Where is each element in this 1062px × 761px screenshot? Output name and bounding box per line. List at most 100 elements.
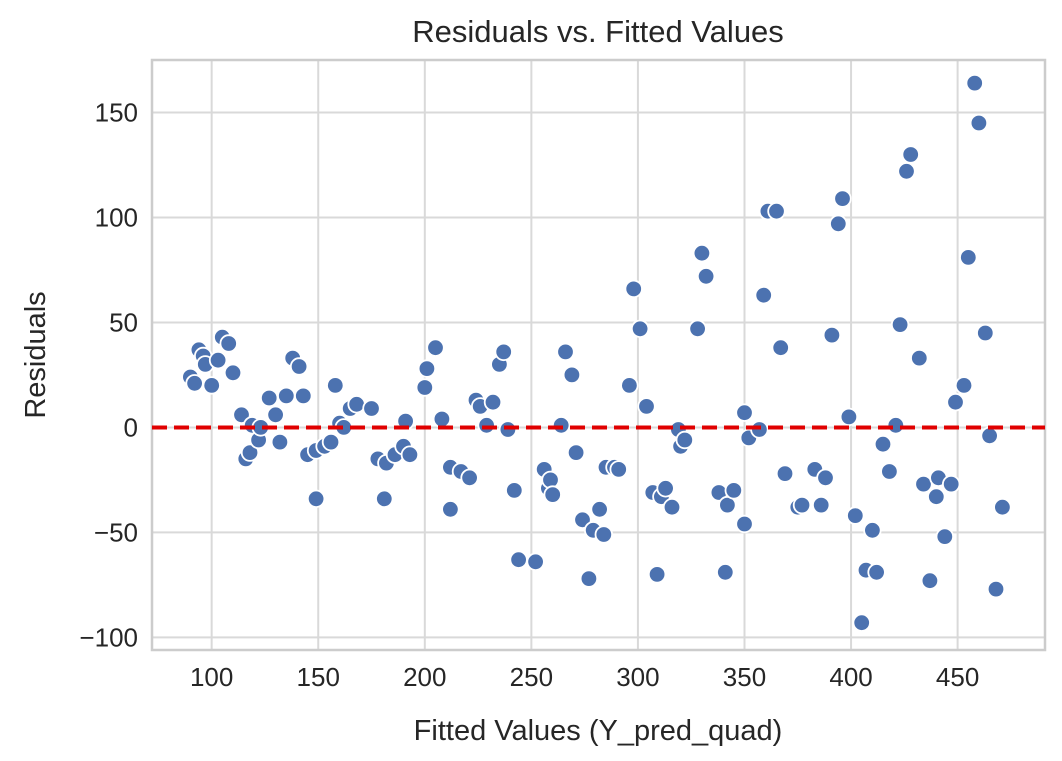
data-point	[562, 365, 582, 385]
data-point	[543, 485, 562, 504]
data-point	[910, 348, 929, 368]
data-point	[277, 386, 296, 406]
data-point	[662, 498, 682, 517]
data-point	[750, 420, 769, 439]
data-point	[969, 113, 989, 133]
data-point	[935, 527, 955, 546]
data-point	[920, 571, 940, 590]
data-point	[839, 407, 859, 427]
data-point	[362, 399, 381, 418]
data-point	[477, 416, 496, 435]
data-point	[441, 500, 460, 519]
data-point	[630, 319, 650, 339]
data-point	[927, 487, 946, 506]
data-point	[400, 445, 420, 464]
y-tick-label: 150	[95, 97, 138, 127]
data-point	[223, 363, 243, 383]
y-tick-label: −50	[94, 517, 138, 547]
data-point	[656, 479, 675, 498]
data-point	[852, 613, 871, 632]
data-point	[771, 338, 790, 357]
scatter-points	[181, 73, 1012, 632]
data-point	[566, 443, 586, 462]
y-axis-label: Residuals	[20, 291, 52, 418]
data-point	[347, 395, 366, 414]
data-point	[620, 376, 639, 395]
data-point	[688, 319, 707, 339]
data-point	[294, 386, 313, 406]
data-point	[873, 435, 893, 454]
data-point	[696, 267, 716, 286]
data-point	[202, 376, 221, 395]
data-point	[833, 189, 852, 208]
data-point	[846, 506, 865, 525]
x-tick-label: 350	[723, 662, 766, 692]
data-point	[637, 397, 656, 416]
data-point	[863, 521, 882, 540]
data-point	[954, 376, 974, 395]
data-point	[326, 376, 345, 395]
data-point	[901, 145, 920, 164]
data-point	[306, 489, 326, 509]
data-point	[526, 552, 545, 572]
data-point	[716, 563, 735, 582]
data-point	[867, 563, 886, 582]
data-point	[321, 432, 341, 452]
data-point	[375, 489, 394, 509]
data-point	[775, 464, 795, 483]
data-point	[692, 243, 712, 263]
data-point	[675, 430, 695, 450]
data-point	[240, 443, 260, 462]
y-tick-label: 100	[95, 202, 138, 232]
x-tick-label: 150	[297, 662, 340, 692]
data-point	[735, 403, 754, 422]
x-axis-label: Fitted Values (Y_pred_quad)	[414, 715, 783, 747]
data-point	[816, 468, 835, 488]
data-point	[980, 426, 999, 446]
data-point	[897, 162, 916, 181]
chart-title: Residuals vs. Fitted Values	[412, 14, 784, 49]
y-tick-label: 0	[124, 412, 138, 442]
data-point	[647, 565, 667, 584]
data-point	[886, 416, 906, 435]
y-tick-labels: −100 −50 0 50 100 150	[79, 97, 138, 652]
data-point	[505, 481, 524, 500]
data-point	[880, 462, 899, 481]
data-point	[624, 279, 643, 299]
data-point	[942, 474, 961, 494]
grid-layer	[152, 60, 1045, 650]
data-point	[415, 378, 435, 397]
data-point	[494, 342, 513, 362]
data-point	[986, 579, 1006, 599]
data-point	[579, 569, 599, 588]
data-point	[792, 495, 812, 515]
data-point	[724, 481, 744, 500]
data-point	[959, 248, 978, 267]
data-point	[426, 338, 445, 357]
data-point	[219, 334, 238, 353]
data-point	[185, 374, 204, 393]
data-point	[767, 201, 786, 221]
data-point	[946, 393, 965, 412]
data-point	[890, 315, 910, 334]
axes-border	[150, 58, 1047, 652]
data-point	[993, 498, 1012, 517]
data-point	[609, 460, 628, 479]
y-tick-label: 50	[109, 307, 138, 337]
data-point	[289, 357, 309, 376]
data-point	[556, 342, 575, 362]
x-tick-label: 100	[190, 662, 233, 692]
data-point	[754, 286, 773, 305]
y-tick-label: −100	[79, 622, 138, 652]
data-point	[432, 409, 452, 429]
data-point	[812, 495, 831, 515]
data-point	[976, 323, 995, 343]
data-point	[208, 351, 228, 370]
x-tick-label: 400	[829, 662, 872, 692]
x-tick-label: 300	[616, 662, 659, 692]
data-point	[270, 432, 290, 452]
data-point	[266, 405, 285, 425]
data-point	[590, 500, 609, 519]
